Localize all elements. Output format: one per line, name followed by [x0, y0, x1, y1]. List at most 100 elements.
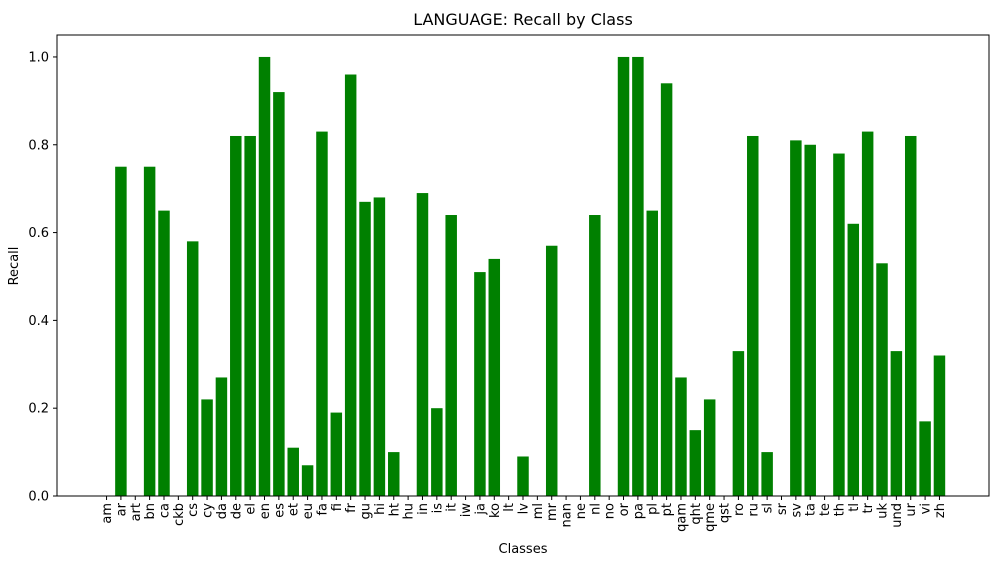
x-tick-label: fr [344, 502, 359, 513]
x-tick-label: qst [718, 503, 733, 523]
bar-ca [158, 210, 170, 496]
bar-sv [790, 140, 802, 496]
x-tick-label: de [229, 503, 244, 519]
bar-ro [732, 351, 745, 496]
chart-title: LANGUAGE: Recall by Class [413, 10, 633, 29]
x-tick-label: or [617, 502, 632, 516]
x-tick-label: el [244, 503, 259, 515]
bar-cy [201, 399, 213, 496]
y-tick-label: 0.6 [28, 226, 49, 241]
x-tick-label: fa [315, 503, 330, 516]
x-tick-label: ar [114, 502, 129, 516]
x-tick-label: hu [402, 503, 417, 519]
bar-uk [876, 263, 888, 496]
bar-mr [545, 245, 558, 496]
bar-und [890, 351, 903, 496]
x-tick-label: gu [359, 503, 374, 520]
bar-ar [115, 166, 127, 496]
x-tick-label: sl [761, 503, 776, 513]
bar-et [287, 447, 299, 496]
y-tick-label: 1.0 [28, 50, 49, 65]
bar-ko [488, 258, 501, 496]
x-tick-label: ko [488, 503, 503, 518]
x-axis-ticks: am ar art bn ca ckb cs cy da de el en es et eu fa fi fr gu… [100, 496, 948, 532]
x-tick-label: da [215, 503, 230, 519]
x-tick-label: ne [574, 503, 589, 519]
bar-el [244, 135, 256, 497]
x-tick-label: pt [660, 503, 675, 516]
plot-area-frame [56, 34, 990, 497]
x-tick-label: pl [646, 503, 661, 515]
x-tick-label: tl [847, 503, 862, 512]
x-tick-label: ta [804, 503, 819, 516]
bar-cs [186, 241, 199, 496]
x-tick-label: no [603, 503, 618, 519]
x-tick-label: ckb [172, 503, 187, 526]
x-tick-label: sr [775, 502, 790, 515]
x-tick-label: lt [502, 503, 517, 512]
bar-fa [316, 131, 328, 496]
x-tick-label: nan [560, 503, 575, 527]
x-tick-label: en [258, 503, 273, 519]
x-tick-label: qam [674, 503, 689, 532]
bar-tr [861, 131, 874, 496]
bar-in [416, 193, 429, 496]
bar-qam [675, 377, 687, 496]
bar-fr [344, 74, 357, 496]
y-tick-label: 0.4 [28, 314, 49, 329]
x-tick-label: ro [732, 503, 747, 516]
bars-group [115, 56, 946, 497]
x-tick-label: qme [703, 503, 718, 532]
x-tick-label: it [445, 503, 460, 512]
x-tick-label: es [272, 503, 287, 518]
x-tick-label: mr [545, 502, 560, 521]
x-tick-label: in [416, 503, 431, 515]
bar-tl [847, 223, 860, 497]
bar-ur [904, 135, 917, 497]
x-tick-label: cy [201, 503, 216, 518]
bar-th [833, 153, 845, 497]
y-tick-label: 0.2 [28, 402, 49, 417]
x-tick-label: und [890, 503, 905, 528]
x-tick-label: bn [143, 503, 158, 520]
x-tick-label: eu [301, 503, 316, 519]
x-tick-label: uk [876, 503, 891, 519]
x-tick-label: zh [933, 503, 948, 518]
y-axis-label: Recall [7, 247, 22, 286]
x-tick-label: ur [904, 502, 919, 516]
bar-qht [689, 430, 702, 496]
bar-nl [589, 215, 601, 496]
x-tick-label: hi [373, 503, 388, 515]
x-tick-label: am [100, 503, 115, 524]
x-tick-label: vi [919, 503, 934, 514]
x-tick-label: ca [157, 503, 172, 518]
x-tick-label: ht [387, 503, 402, 516]
bar-zh [933, 355, 946, 496]
bar-it [445, 215, 457, 496]
bar-pt [660, 83, 673, 497]
x-tick-label: ja [473, 503, 488, 516]
x-tick-label: th [832, 503, 847, 516]
bar-bn [143, 166, 156, 496]
x-axis-label: Classes [499, 542, 548, 557]
x-tick-label: nl [588, 503, 603, 515]
x-tick-label: ru [746, 503, 761, 517]
x-tick-label: is [430, 503, 445, 514]
bar-qme [703, 399, 716, 496]
bar-gu [359, 201, 371, 496]
x-tick-label: pa [631, 503, 646, 519]
x-tick-label: qht [689, 503, 704, 525]
x-tick-label: iw [459, 503, 474, 518]
x-tick-label: lv [517, 503, 532, 515]
bar-pl [646, 210, 658, 496]
bar-ja [474, 272, 486, 496]
bar-ta [804, 144, 816, 496]
x-tick-label: te [818, 503, 833, 516]
bar-fi [330, 412, 343, 496]
bar-en [258, 56, 271, 496]
bar-hi [373, 197, 386, 496]
x-tick-label: sv [789, 503, 804, 518]
bar-or [617, 56, 630, 496]
